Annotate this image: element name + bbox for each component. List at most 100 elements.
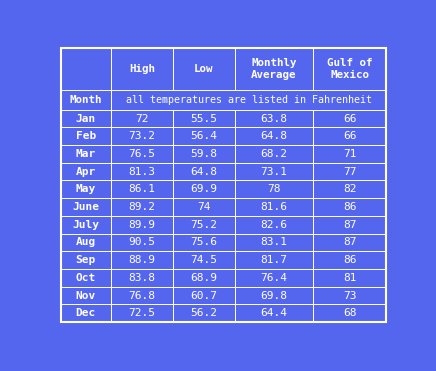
Bar — [313, 163, 386, 181]
Bar — [111, 127, 173, 145]
Bar — [61, 90, 111, 110]
Bar — [313, 269, 386, 287]
Text: 60.7: 60.7 — [191, 290, 218, 301]
Text: 69.9: 69.9 — [191, 184, 218, 194]
Bar — [313, 181, 386, 198]
Bar — [61, 181, 111, 198]
Bar — [173, 110, 235, 127]
Bar — [61, 110, 111, 127]
Text: 83.1: 83.1 — [260, 237, 287, 247]
Text: 55.5: 55.5 — [191, 114, 218, 124]
Text: 81.6: 81.6 — [260, 202, 287, 212]
Bar — [111, 145, 173, 163]
Bar — [111, 181, 173, 198]
Text: 66: 66 — [343, 131, 356, 141]
Text: 88.9: 88.9 — [129, 255, 156, 265]
Bar — [235, 234, 313, 251]
Bar — [61, 234, 111, 251]
Text: 81.7: 81.7 — [260, 255, 287, 265]
Text: 64.8: 64.8 — [191, 167, 218, 177]
Bar — [61, 48, 111, 90]
Text: 89.9: 89.9 — [129, 220, 156, 230]
Bar — [235, 110, 313, 127]
Text: High: High — [129, 64, 155, 74]
Bar — [111, 90, 386, 110]
Text: June: June — [72, 202, 99, 212]
Text: 83.8: 83.8 — [129, 273, 156, 283]
Text: 78: 78 — [267, 184, 281, 194]
Bar — [235, 287, 313, 305]
Text: Jan: Jan — [76, 114, 96, 124]
Text: 74.5: 74.5 — [191, 255, 218, 265]
Bar — [173, 305, 235, 322]
Text: 72.5: 72.5 — [129, 308, 156, 318]
Bar — [61, 198, 111, 216]
Bar — [61, 127, 111, 145]
Bar — [313, 110, 386, 127]
Bar — [235, 48, 313, 90]
Bar — [313, 287, 386, 305]
Text: 68.9: 68.9 — [191, 273, 218, 283]
Text: Mar: Mar — [76, 149, 96, 159]
Bar — [111, 198, 173, 216]
Text: 64.8: 64.8 — [260, 131, 287, 141]
Bar — [61, 269, 111, 287]
Bar — [111, 287, 173, 305]
Bar — [313, 216, 386, 234]
Text: all temperatures are listed in Fahrenheit: all temperatures are listed in Fahrenhei… — [126, 95, 372, 105]
Bar — [313, 198, 386, 216]
Text: 86: 86 — [343, 202, 356, 212]
Bar — [111, 110, 173, 127]
Text: 82: 82 — [343, 184, 356, 194]
Bar — [313, 234, 386, 251]
Text: 75.6: 75.6 — [191, 237, 218, 247]
Bar — [313, 305, 386, 322]
Text: 56.2: 56.2 — [191, 308, 218, 318]
Bar — [235, 269, 313, 287]
Text: 73: 73 — [343, 290, 356, 301]
Text: Apr: Apr — [76, 167, 96, 177]
Bar — [173, 234, 235, 251]
Text: 82.6: 82.6 — [260, 220, 287, 230]
Text: Monthly
Average: Monthly Average — [251, 58, 296, 80]
Text: May: May — [76, 184, 96, 194]
Text: 73.2: 73.2 — [129, 131, 156, 141]
Bar — [235, 163, 313, 181]
Text: Nov: Nov — [76, 290, 96, 301]
Bar — [173, 48, 235, 90]
Bar — [111, 234, 173, 251]
Bar — [173, 198, 235, 216]
Bar — [313, 251, 386, 269]
Text: 76.5: 76.5 — [129, 149, 156, 159]
Bar — [173, 163, 235, 181]
Bar — [111, 305, 173, 322]
Text: 56.4: 56.4 — [191, 131, 218, 141]
Bar — [61, 287, 111, 305]
Text: 76.4: 76.4 — [260, 273, 287, 283]
Bar — [61, 305, 111, 322]
Bar — [173, 216, 235, 234]
Bar — [61, 251, 111, 269]
Bar — [111, 251, 173, 269]
Bar — [173, 181, 235, 198]
Text: 74: 74 — [197, 202, 211, 212]
Text: 72: 72 — [135, 114, 149, 124]
Bar — [235, 145, 313, 163]
Text: 59.8: 59.8 — [191, 149, 218, 159]
Text: 71: 71 — [343, 149, 356, 159]
Text: 68: 68 — [343, 308, 356, 318]
Text: 64.4: 64.4 — [260, 308, 287, 318]
Text: July: July — [72, 220, 99, 230]
Bar — [173, 287, 235, 305]
Bar — [61, 216, 111, 234]
Bar — [313, 145, 386, 163]
Text: 86.1: 86.1 — [129, 184, 156, 194]
Bar — [111, 163, 173, 181]
Text: 81: 81 — [343, 273, 356, 283]
Bar — [235, 181, 313, 198]
Text: 87: 87 — [343, 237, 356, 247]
Text: 76.8: 76.8 — [129, 290, 156, 301]
Text: 73.1: 73.1 — [260, 167, 287, 177]
Text: 77: 77 — [343, 167, 356, 177]
Bar — [61, 145, 111, 163]
